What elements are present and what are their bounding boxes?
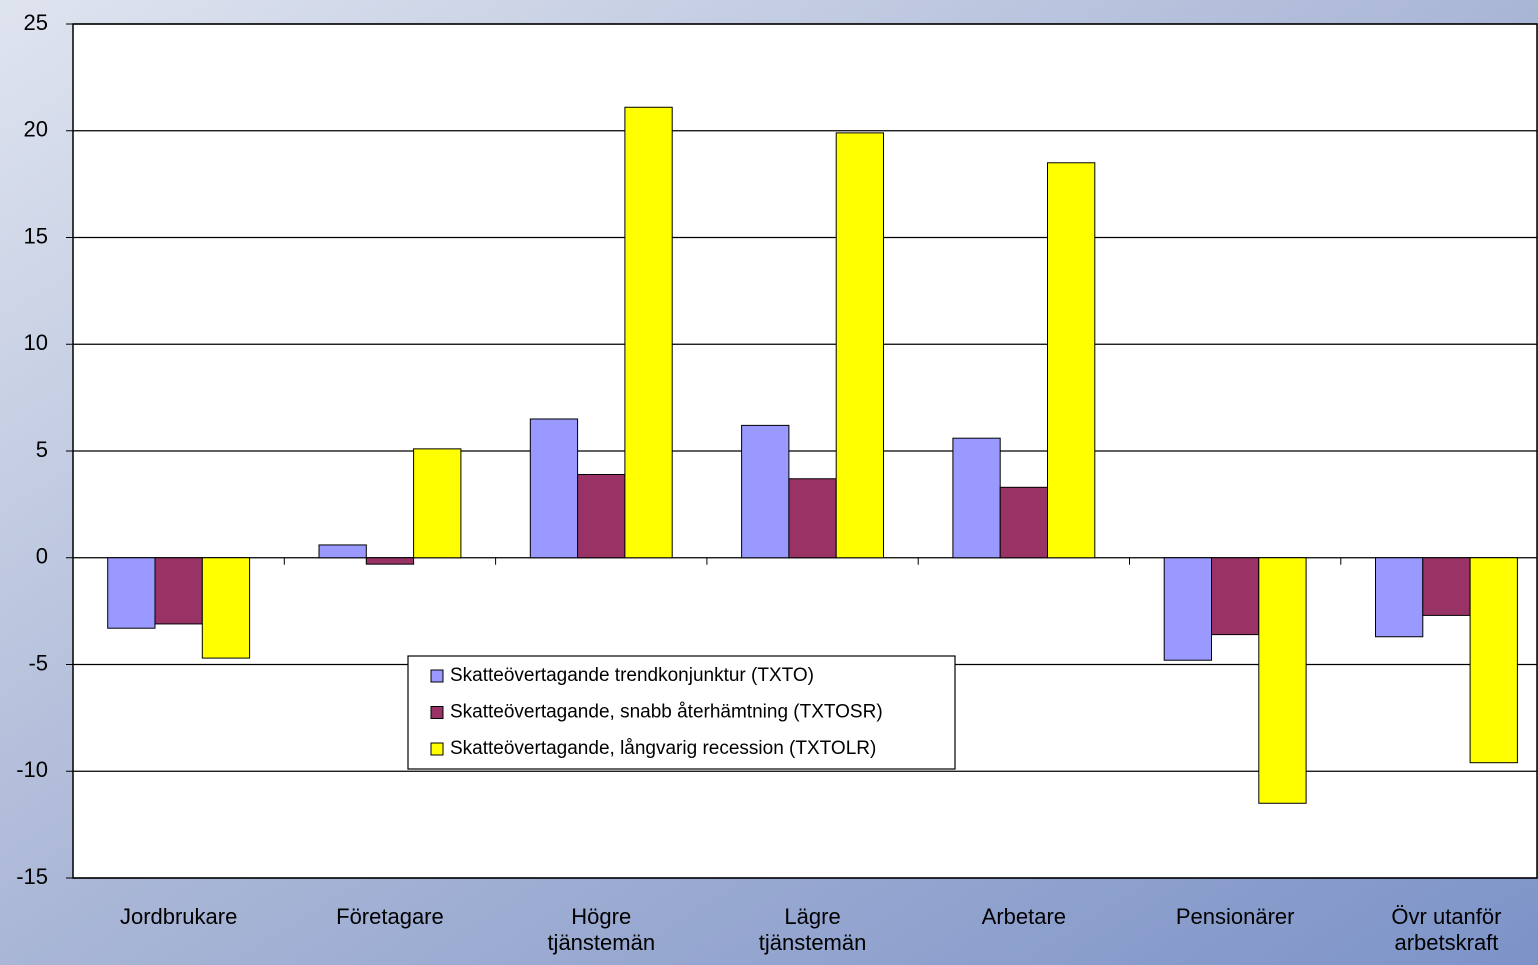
y-tick-label: 0 [36, 544, 48, 569]
y-tick-label: 25 [24, 10, 48, 35]
y-tick-label: 15 [24, 223, 48, 248]
bar [835, 132, 885, 559]
bar [741, 424, 790, 559]
bar [1047, 162, 1096, 559]
bar [201, 557, 251, 659]
bar [413, 448, 462, 559]
bar [365, 557, 415, 565]
x-tick-label: Högre tjänstemän [547, 904, 655, 955]
legend-label: Skatteövertagande trendkonjunktur (TXTO) [450, 665, 814, 686]
bar [1422, 557, 1471, 616]
legend-swatch [430, 742, 444, 756]
legend-swatch [430, 669, 444, 683]
bar [577, 473, 626, 559]
x-tick-label: Övr utanför arbetskraft [1391, 904, 1501, 955]
bar [952, 437, 1001, 559]
bar [1469, 557, 1518, 764]
bar [999, 486, 1049, 559]
x-tick-label: Företagare [336, 904, 444, 929]
bar [1211, 557, 1260, 636]
bar [1163, 557, 1212, 661]
bar [107, 557, 156, 629]
y-tick-label: 20 [24, 117, 48, 142]
bar [1375, 557, 1424, 638]
bar [624, 106, 673, 559]
x-tick-label: Jordbrukare [120, 904, 237, 929]
x-tick-label: Arbetare [982, 904, 1066, 929]
legend-label: Skatteövertagande, långvarig recession (… [450, 738, 876, 759]
y-tick-label: -10 [16, 757, 48, 782]
x-tick-label: Pensionärer [1176, 904, 1295, 929]
bar [1258, 557, 1307, 804]
bar [529, 418, 579, 559]
x-tick-label: Lägre tjänstemän [759, 904, 867, 955]
bar [154, 557, 203, 625]
bar [788, 478, 837, 559]
y-tick-label: 10 [24, 330, 48, 355]
y-tick-label: -15 [16, 864, 48, 889]
legend [407, 655, 956, 770]
legend-label: Skatteövertagande, snabb återhämtning (T… [450, 702, 883, 723]
bar [318, 544, 367, 559]
y-tick-label: -5 [28, 650, 48, 675]
y-tick-label: 5 [36, 437, 48, 462]
legend-swatch [430, 706, 444, 719]
